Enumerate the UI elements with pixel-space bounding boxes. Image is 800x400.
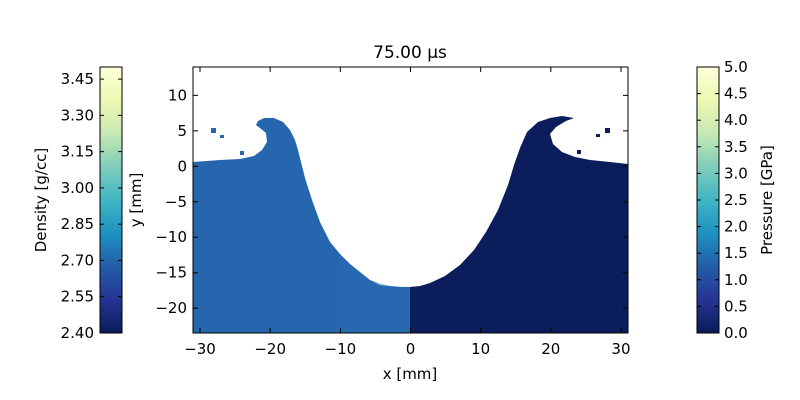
colorbar-tick-label: 0.5 bbox=[724, 297, 748, 315]
y-tick-label: −20 bbox=[155, 299, 187, 317]
x-axis-ticks: −30 −20 −10 0 10 20 30 bbox=[184, 67, 631, 358]
pressure-region bbox=[410, 116, 628, 333]
colorbar-tick-label: 2.55 bbox=[61, 288, 94, 306]
colorbar-tick-label: 1.5 bbox=[724, 244, 748, 262]
pressure-fragment bbox=[596, 134, 600, 137]
x-tick-label: 20 bbox=[541, 340, 560, 358]
density-colorbar-gradient bbox=[99, 66, 123, 334]
density-colorbar: 2.40 2.55 2.70 2.85 3.00 3.15 3.30 3.45 Density… bbox=[32, 66, 123, 342]
density-colorbar-label: Density [g/cc] bbox=[32, 148, 50, 253]
colorbar-tick-label: 3.5 bbox=[724, 138, 748, 156]
x-tick-label: −30 bbox=[184, 340, 216, 358]
y-tick-label: −10 bbox=[155, 228, 187, 246]
colorbar-tick-label: 2.0 bbox=[724, 218, 748, 236]
colorbar-tick-label: 3.30 bbox=[61, 106, 94, 124]
colorbar-tick-label: 2.70 bbox=[61, 251, 94, 269]
pressure-colorbar: 0.0 0.5 1.0 1.5 2.0 2.5 3.0 3.5 4.0 4.5 5.0 Pressu… bbox=[696, 58, 776, 342]
density-colorbar-ticks: 2.40 2.55 2.70 2.85 3.00 3.15 3.30 3.45 bbox=[61, 70, 122, 342]
x-tick-label: 30 bbox=[611, 340, 630, 358]
y-tick-label: −15 bbox=[155, 264, 187, 282]
pressure-colorbar-ticks: 0.0 0.5 1.0 1.5 2.0 2.5 3.0 3.5 4.0 4.5 5.0 bbox=[697, 58, 748, 342]
colorbar-tick-label: 3.45 bbox=[61, 70, 94, 88]
colorbar-tick-label: 2.40 bbox=[61, 324, 94, 342]
x-tick-label: 0 bbox=[406, 340, 416, 358]
y-tick-label: −5 bbox=[165, 193, 187, 211]
colorbar-tick-label: 3.00 bbox=[61, 179, 94, 197]
y-tick-label: 0 bbox=[177, 157, 187, 175]
plot-area: −30 −20 −10 0 10 20 30 −20 −15 −10 −5 0 5 10 75.00 μ… bbox=[127, 43, 631, 383]
colorbar-tick-label: 5.0 bbox=[724, 58, 748, 76]
y-tick-label: 10 bbox=[168, 86, 187, 104]
x-tick-label: −10 bbox=[325, 340, 357, 358]
density-fragment bbox=[211, 128, 216, 133]
colorbar-tick-label: 4.0 bbox=[724, 111, 748, 129]
x-tick-label: −20 bbox=[254, 340, 286, 358]
colorbar-tick-label: 4.5 bbox=[724, 85, 748, 103]
colorbar-tick-label: 1.0 bbox=[724, 271, 748, 289]
colorbar-tick-label: 2.85 bbox=[61, 215, 94, 233]
pressure-fragment bbox=[577, 150, 581, 154]
density-fragment bbox=[240, 151, 244, 155]
y-tick-label: 5 bbox=[177, 122, 187, 140]
plot-title: 75.00 μs bbox=[373, 43, 447, 63]
density-shade bbox=[330, 254, 410, 333]
y-axis-label: y [mm] bbox=[127, 173, 145, 228]
colorbar-tick-label: 3.15 bbox=[61, 143, 94, 161]
density-fragment bbox=[220, 135, 224, 138]
colorbar-tick-label: 0.0 bbox=[724, 324, 748, 342]
y-axis-ticks: −20 −15 −10 −5 0 5 10 bbox=[155, 86, 628, 317]
pressure-colorbar-label: Pressure [GPa] bbox=[758, 145, 776, 255]
density-region bbox=[193, 118, 410, 333]
x-tick-label: 10 bbox=[471, 340, 490, 358]
colorbar-tick-label: 2.5 bbox=[724, 191, 748, 209]
x-axis-label: x [mm] bbox=[383, 365, 438, 383]
colorbar-tick-label: 3.0 bbox=[724, 164, 748, 182]
pressure-fragment bbox=[605, 128, 610, 133]
